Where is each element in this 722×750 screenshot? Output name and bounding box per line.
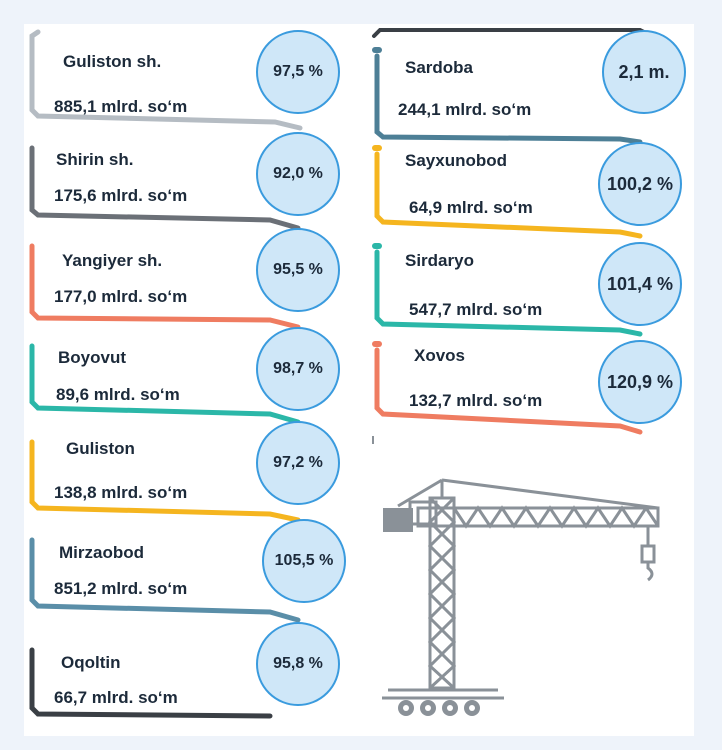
district-amount-mirzaobod: 851,2 mlrd. so‘m — [54, 579, 188, 598]
connector-boyovut — [29, 343, 301, 425]
connector-mirzaobod — [29, 537, 301, 623]
percent-circle-guliston: 97,2 % — [256, 421, 340, 505]
connector-oqoltin — [29, 647, 273, 719]
percent-circle-sardoba: 2,1 m. — [602, 30, 686, 114]
percent-circle-shirin-sh: 92,0 % — [256, 132, 340, 216]
district-amount-boyovut: 89,6 mlrd. so‘m — [56, 385, 180, 404]
district-amount-oqoltin: 66,7 mlrd. so‘m — [54, 688, 178, 707]
connector-top-bracket — [372, 28, 650, 38]
district-name-xovos: Xovos — [414, 346, 466, 365]
district-amount-yangiyer-sh: 177,0 mlrd. so‘m — [54, 287, 188, 306]
district-amount-sirdaryo: 547,7 mlrd. so‘m — [409, 300, 543, 319]
district-amount-shirin-sh: 175,6 mlrd. so‘m — [54, 186, 188, 205]
crane-icon — [382, 478, 660, 716]
district-amount-sayxunobod: 64,9 mlrd. so‘m — [409, 198, 533, 217]
connector-shirin-sh — [29, 145, 301, 231]
connector-sirdaryo — [374, 249, 643, 337]
percent-circle-xovos: 120,9 % — [598, 340, 682, 424]
connector-yangiyer-sh — [29, 243, 301, 330]
percent-circle-sayxunobod: 100,2 % — [598, 142, 682, 226]
district-name-sirdaryo: Sirdaryo — [405, 251, 474, 270]
connector-xovos — [374, 347, 643, 435]
percent-circle-mirzaobod: 105,5 % — [262, 519, 346, 603]
percent-circle-sirdaryo: 101,4 % — [598, 242, 682, 326]
district-name-shirin-sh: Shirin sh. — [56, 150, 134, 169]
district-name-boyovut: Boyovut — [58, 348, 126, 367]
percent-circle-oqoltin: 95,8 % — [256, 622, 340, 706]
percent-circle-yangiyer-sh: 95,5 % — [256, 228, 340, 312]
district-name-oqoltin: Oqoltin — [61, 653, 121, 672]
district-amount-guliston-sh: 885,1 mlrd. so‘m — [54, 97, 188, 116]
infographic-panel — [24, 24, 694, 736]
percent-circle-guliston-sh: 97,5 % — [256, 30, 340, 114]
district-name-guliston: Guliston — [66, 439, 135, 458]
district-name-guliston-sh: Guliston sh. — [63, 52, 162, 71]
percent-circle-boyovut: 98,7 % — [256, 327, 340, 411]
district-name-yangiyer-sh: Yangiyer sh. — [62, 251, 163, 270]
district-amount-guliston: 138,8 mlrd. so‘m — [54, 483, 188, 502]
district-amount-xovos: 132,7 mlrd. so‘m — [409, 391, 543, 410]
district-name-sardoba: Sardoba — [405, 58, 474, 77]
connector-sardoba — [374, 53, 643, 145]
connector-sayxunobod — [374, 151, 643, 239]
connector-guliston — [29, 439, 301, 523]
district-name-sayxunobod: Sayxunobod — [405, 151, 508, 170]
district-amount-sardoba: 244,1 mlrd. so‘m — [398, 100, 532, 119]
connector-guliston-sh — [29, 29, 303, 131]
district-name-mirzaobod: Mirzaobod — [59, 543, 144, 562]
